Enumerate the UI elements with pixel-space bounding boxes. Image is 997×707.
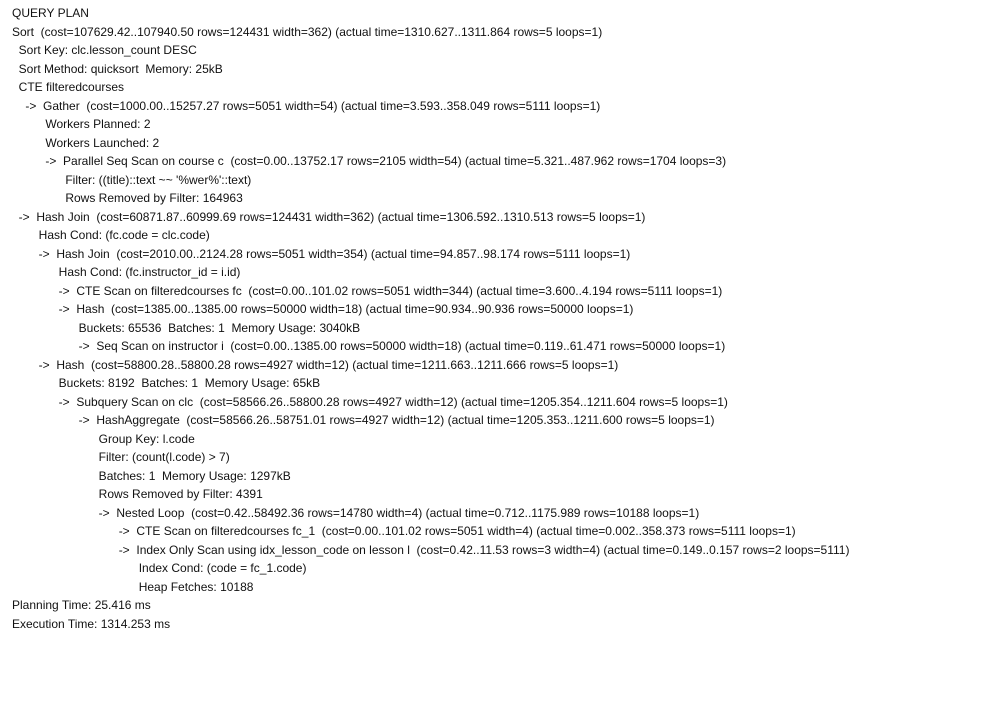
execution-time: Execution Time: 1314.253 ms <box>12 616 171 631</box>
plan-line: Heap Fetches: 10188 <box>12 579 254 594</box>
query-plan-output: QUERY PLAN Sort (cost=107629.42..107940.… <box>12 4 992 633</box>
plan-line: -> HashAggregate (cost=58566.26..58751.0… <box>12 413 715 427</box>
plan-line: -> Hash (cost=58800.28..58800.28 rows=49… <box>12 357 619 372</box>
plan-line: Sort Method: quicksort Memory: 25kB <box>12 61 223 76</box>
plan-line: Hash Cond: (fc.instructor_id = i.id) <box>12 265 241 279</box>
plan-line: Buckets: 65536 Batches: 1 Memory Usage: … <box>12 320 361 335</box>
plan-line: Rows Removed by Filter: 4391 <box>12 487 263 501</box>
plan-line: Batches: 1 Memory Usage: 1297kB <box>12 468 291 483</box>
plan-line: -> Hash Join (cost=2010.00..2124.28 rows… <box>12 246 631 261</box>
plan-line: -> CTE Scan on filteredcourses fc_1 (cos… <box>12 524 796 538</box>
plan-line: Index Cond: (code = fc_1.code) <box>12 561 307 575</box>
plan-line: Buckets: 8192 Batches: 1 Memory Usage: 6… <box>12 376 321 390</box>
plan-line: -> Gather (cost=1000.00..15257.27 rows=5… <box>12 98 601 113</box>
plan-line: -> Seq Scan on instructor i (cost=0.00..… <box>12 339 726 353</box>
plan-line: Group Key: l.code <box>12 431 195 446</box>
plan-line: -> Parallel Seq Scan on course c (cost=0… <box>12 154 727 168</box>
plan-line: Sort (cost=107629.42..107940.50 rows=124… <box>12 24 603 39</box>
plan-line: Rows Removed by Filter: 164963 <box>12 191 243 205</box>
plan-line: Workers Launched: 2 <box>12 135 160 150</box>
plan-line: Hash Cond: (fc.code = clc.code) <box>12 228 210 242</box>
plan-line: -> Hash Join (cost=60871.87..60999.69 ro… <box>12 209 646 224</box>
plan-line: Filter: (count(l.code) > 7) <box>12 450 230 464</box>
plan-line: -> CTE Scan on filteredcourses fc (cost=… <box>12 283 723 298</box>
plan-line: Workers Planned: 2 <box>12 117 151 131</box>
plan-line: -> Index Only Scan using idx_lesson_code… <box>12 542 850 557</box>
plan-line: -> Subquery Scan on clc (cost=58566.26..… <box>12 394 728 409</box>
plan-line: -> Hash (cost=1385.00..1385.00 rows=5000… <box>12 302 634 316</box>
plan-line: Sort Key: clc.lesson_count DESC <box>12 43 197 57</box>
query-plan-header: QUERY PLAN <box>12 6 89 20</box>
planning-time: Planning Time: 25.416 ms <box>12 598 151 612</box>
plan-line: CTE filteredcourses <box>12 80 125 94</box>
plan-line: Filter: ((title)::text ~~ '%wer%'::text) <box>12 172 252 187</box>
plan-line: -> Nested Loop (cost=0.42..58492.36 rows… <box>12 505 700 520</box>
